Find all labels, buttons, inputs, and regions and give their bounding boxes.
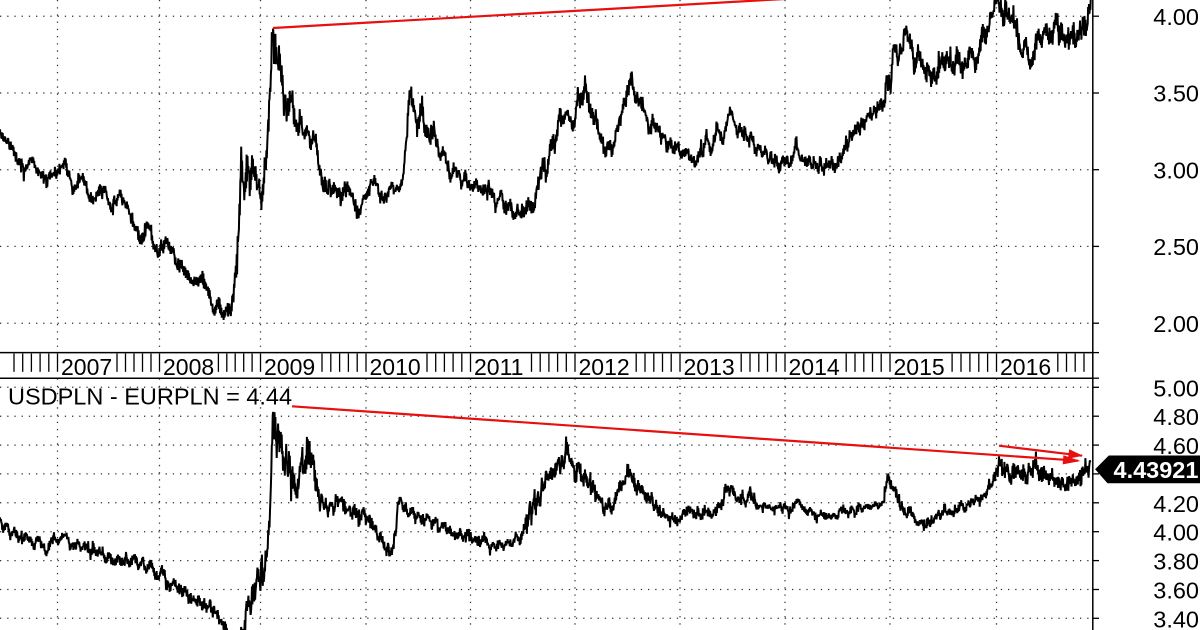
svg-text:3.40: 3.40: [1153, 606, 1199, 630]
svg-text:3.80: 3.80: [1153, 549, 1199, 575]
svg-text:2007: 2007: [61, 354, 112, 380]
svg-text:2.00: 2.00: [1153, 311, 1199, 337]
svg-text:3.50: 3.50: [1153, 81, 1199, 107]
svg-text:3.60: 3.60: [1153, 578, 1199, 604]
svg-text:2010: 2010: [370, 354, 421, 380]
svg-text:2008: 2008: [163, 354, 214, 380]
svg-text:4.00: 4.00: [1153, 4, 1199, 30]
svg-text:2016: 2016: [1000, 354, 1051, 380]
svg-text:2013: 2013: [684, 354, 735, 380]
svg-text:2011: 2011: [474, 354, 523, 380]
svg-text:3.00: 3.00: [1153, 157, 1199, 183]
svg-text:4.20: 4.20: [1153, 491, 1199, 517]
svg-text:4.00: 4.00: [1153, 520, 1199, 546]
svg-text:USDPLN - EURPLN = 4.44: USDPLN - EURPLN = 4.44: [8, 384, 292, 410]
svg-text:2014: 2014: [789, 354, 840, 380]
svg-text:4.80: 4.80: [1153, 404, 1199, 430]
svg-text:5.00: 5.00: [1153, 375, 1199, 401]
svg-text:4.60: 4.60: [1153, 433, 1199, 459]
svg-text:4.43921: 4.43921: [1114, 457, 1199, 483]
svg-text:2012: 2012: [579, 354, 630, 380]
svg-text:2009: 2009: [264, 354, 315, 380]
svg-text:2.50: 2.50: [1153, 234, 1199, 260]
svg-text:2015: 2015: [894, 354, 945, 380]
